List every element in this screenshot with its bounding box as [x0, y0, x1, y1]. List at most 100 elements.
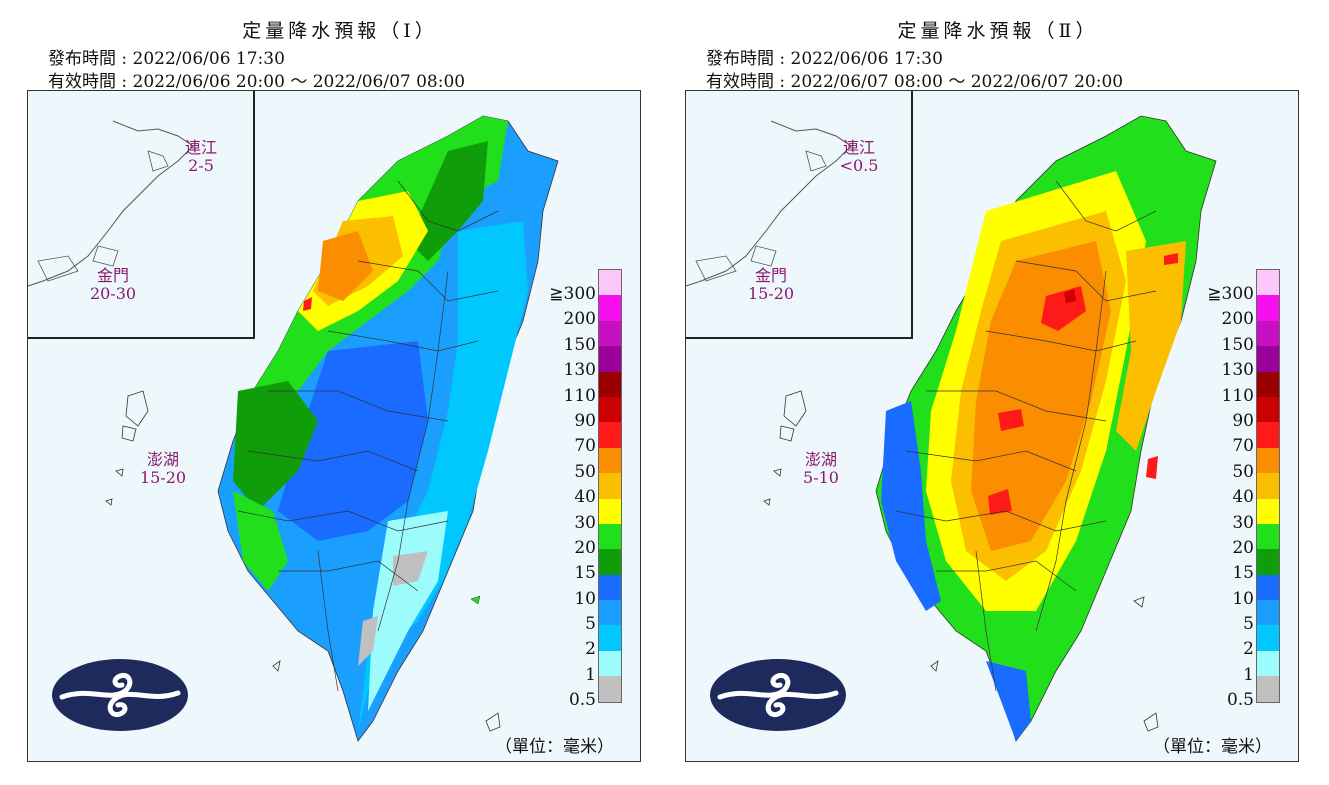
legend-label: 150 [563, 334, 596, 355]
county-boundaries [237, 180, 499, 692]
legend-swatch [598, 396, 622, 423]
legend-label: 30 [574, 512, 596, 533]
outlying-islands-inset: 連江 <0.5 金門 15-20 [686, 91, 913, 339]
penghu-islands [763, 390, 807, 506]
legend-swatch [598, 320, 622, 347]
unit-label: （單位：毫米） [1153, 737, 1272, 757]
valid-time: 有效時間 : 2022/06/06 20:00 ～ 2022/06/07 08:… [48, 72, 466, 92]
cwb-logo-icon [52, 659, 188, 731]
legend-swatch [598, 346, 622, 372]
legend-swatch [598, 295, 622, 321]
issue-time: 發布時間 : 2022/06/06 17:30 [48, 49, 285, 69]
legend-label: 50 [1232, 461, 1254, 482]
county-boundaries [895, 180, 1157, 692]
unit-label: （單位：毫米） [495, 737, 614, 757]
panel-title: 定量降水預報（Ⅱ） [897, 20, 1099, 42]
matsu-name: 連江 [842, 138, 875, 157]
penghu-name: 澎湖 [804, 450, 837, 469]
legend-swatch [1256, 346, 1280, 372]
kinmen-label: 金門 20-30 [73, 267, 153, 303]
legend-swatch [1256, 549, 1280, 575]
legend-labels: ≧300 200 150 130 110 90 70 50 40 30 20 15 10 5 2 1 0.5 [548, 269, 596, 710]
legend-swatch [1256, 574, 1280, 601]
legend-label: 40 [1232, 487, 1254, 508]
central-orange-zone [971, 241, 1111, 551]
valid-time: 有效時間 : 2022/06/07 08:00 ～ 2022/06/07 20:… [706, 72, 1124, 92]
legend-label: ≧300 [549, 284, 596, 304]
legend-label: 150 [1221, 334, 1254, 355]
legend-swatch [1256, 320, 1280, 347]
cwb-logo-icon [710, 659, 846, 731]
legend-label: 1 [1243, 664, 1254, 685]
kinmen-name: 金門 [754, 266, 787, 285]
west-coast-blue [881, 401, 941, 611]
matsu-value: <0.5 [839, 156, 879, 175]
red-zone-ne [1164, 253, 1178, 265]
legend-swatch [598, 498, 622, 524]
legend-colorbar [598, 269, 622, 703]
coastline-svg [28, 120, 194, 287]
west-green [233, 491, 288, 591]
matsu-label: 連江 2-5 [171, 139, 231, 175]
outlying-islands-inset: 連江 2-5 金門 20-30 [28, 91, 255, 339]
legend-labels: ≧300 200 150 130 110 90 70 50 40 30 20 15 10 5 2 1 0.5 [1206, 269, 1254, 710]
legend-label: 30 [1232, 512, 1254, 533]
legend-label: ≧300 [1207, 284, 1254, 304]
legend-swatch [1256, 625, 1280, 651]
legend-swatch [1256, 676, 1280, 703]
legend-label: 90 [1232, 410, 1254, 431]
legend-label: 10 [1232, 588, 1254, 609]
legend-label: 50 [574, 461, 596, 482]
legend-label: 90 [574, 410, 596, 431]
legend-label: 5 [585, 614, 596, 635]
matsu-name: 連江 [184, 138, 217, 157]
legend-label: 110 [1221, 385, 1254, 406]
kinmen-value: 15-20 [747, 284, 795, 303]
legend-swatch [598, 625, 622, 651]
legend-label: 110 [563, 385, 596, 406]
legend-label: 200 [563, 309, 596, 330]
legend-label: 2 [585, 639, 596, 660]
legend-swatch [598, 523, 622, 550]
legend-label: 2 [1243, 639, 1254, 660]
legend-label: 40 [574, 487, 596, 508]
southeast-light-zone [368, 511, 448, 711]
south-blue [986, 661, 1031, 741]
legend-label: 5 [1243, 614, 1254, 635]
darkred-spot [1064, 289, 1076, 303]
legend-label: 0.5 [1226, 690, 1254, 711]
legend-swatch [598, 371, 622, 397]
legend-swatch [598, 473, 622, 499]
red-zone-3 [988, 489, 1012, 515]
rainfall-map: 連江 2-5 金門 20-30 澎湖 15-20 ≧300 200 150 1 30 11… [27, 90, 641, 762]
forecast-panel-2: 定量降水預報（Ⅱ） 發布時間 : 2022/06/06 17:30 有效時間 :… [658, 0, 1299, 785]
legend-swatch [1256, 447, 1280, 474]
legend-swatch [598, 549, 622, 575]
legend-swatch [1256, 422, 1280, 448]
penghu-label: 澎湖 5-10 [786, 451, 856, 487]
coastline-svg [686, 120, 852, 287]
legend-label: 1 [585, 664, 596, 685]
legend-swatch [1256, 600, 1280, 626]
legend-swatch [1256, 498, 1280, 524]
penghu-name: 澎湖 [146, 450, 179, 469]
legend-swatch [598, 676, 622, 703]
penghu-islands [105, 390, 149, 506]
penghu-label: 澎湖 15-20 [128, 451, 198, 487]
taiwan-rainfall-map [105, 115, 559, 742]
legend-swatch [598, 650, 622, 677]
penghu-value: 15-20 [139, 468, 187, 487]
west-red-spot [303, 297, 312, 311]
kinmen-name: 金門 [96, 266, 129, 285]
green-island [470, 595, 481, 605]
legend-swatch [598, 269, 622, 296]
small-island-sw [930, 660, 939, 672]
small-island-sw [272, 660, 281, 672]
issue-time: 發布時間 : 2022/06/06 17:30 [706, 49, 943, 69]
taiwan-rainfall-map [763, 115, 1217, 742]
legend-label: 10 [574, 588, 596, 609]
red-zone-2 [998, 409, 1024, 431]
legend-swatch [598, 447, 622, 474]
matsu-value: 2-5 [188, 156, 214, 175]
west-dark-green [233, 381, 318, 511]
